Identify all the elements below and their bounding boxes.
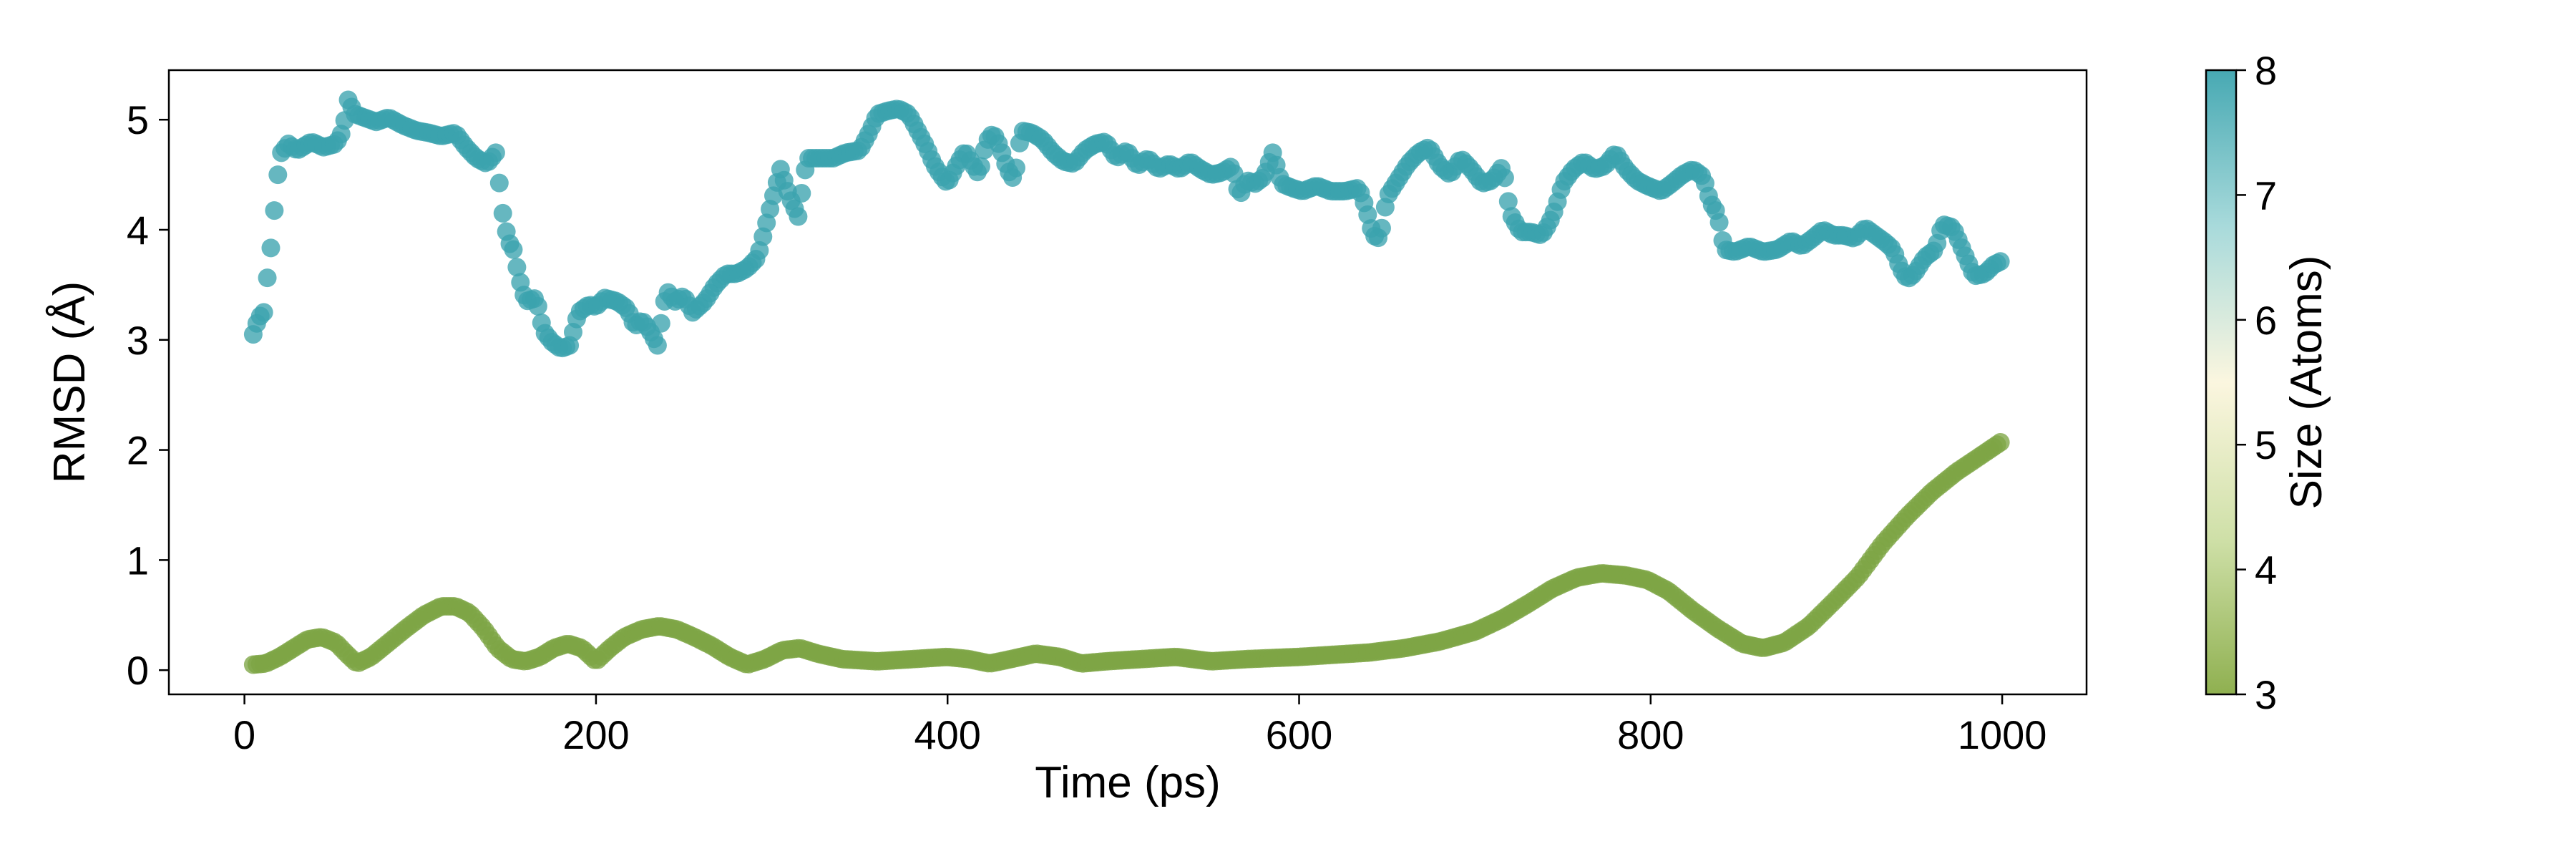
x-axis-label: Time (ps) [1035, 758, 1220, 807]
y-axis-label: RMSD (Å) [45, 281, 94, 483]
data-point [261, 238, 280, 258]
data-point [265, 201, 284, 220]
colorbar-tick-label: 3 [2255, 672, 2277, 717]
colorbar-frame [2205, 69, 2238, 696]
x-tick-label: 600 [1266, 712, 1332, 757]
colorbar-tick-label: 6 [2255, 298, 2277, 343]
data-point [792, 183, 811, 203]
y-tick-label: 5 [127, 97, 149, 142]
y-tick-label: 0 [127, 648, 149, 693]
x-tick-label: 200 [562, 712, 629, 757]
plot-frame [167, 69, 2088, 696]
x-tick-label: 0 [233, 712, 255, 757]
colorbar-tick-label: 5 [2255, 422, 2277, 467]
data-point [648, 336, 667, 355]
series-3-atoms [243, 432, 2010, 674]
x-tick-label: 400 [914, 712, 980, 757]
data-point [1007, 158, 1026, 178]
data-point [1991, 252, 2010, 271]
colorbar-label: Size (Atoms) [2282, 256, 2331, 510]
x-tick-label: 800 [1617, 712, 1684, 757]
colorbar-tick-label: 8 [2255, 48, 2277, 93]
data-point [504, 240, 523, 259]
data-point [254, 303, 273, 322]
y-tick-label: 4 [127, 208, 149, 253]
data-point [268, 165, 288, 185]
colorbar-gradient [2206, 70, 2236, 694]
data-point [1991, 432, 2010, 452]
y-axis: 0 1 2 3 4 5 [127, 97, 169, 693]
data-point [528, 296, 547, 316]
colorbar-tick-label: 4 [2255, 548, 2277, 593]
data-point [1709, 213, 1729, 232]
data-point [486, 143, 505, 162]
colorbar-ticks: 3 4 5 6 7 8 [2236, 48, 2277, 717]
data-point [1372, 218, 1391, 238]
colorbar-tick-label: 7 [2255, 173, 2277, 218]
data-point [789, 207, 808, 226]
x-tick-label: 1000 [1958, 712, 2047, 757]
colorbar: 3 4 5 6 7 8 Size (Atoms) [2205, 48, 2331, 717]
data-point [1495, 168, 1514, 188]
y-tick-label: 1 [127, 538, 149, 583]
data-point [489, 173, 509, 193]
y-tick-label: 2 [127, 428, 149, 473]
data-point [493, 203, 512, 223]
plot-area [243, 90, 2010, 674]
series-8-atoms [243, 90, 2010, 358]
data-point [1498, 192, 1518, 211]
data-point [651, 314, 670, 333]
y-tick-label: 3 [127, 318, 149, 363]
data-point [258, 268, 277, 288]
data-point [507, 258, 527, 277]
data-point [971, 157, 990, 176]
x-axis: 0 200 400 600 800 1000 [233, 694, 2046, 757]
